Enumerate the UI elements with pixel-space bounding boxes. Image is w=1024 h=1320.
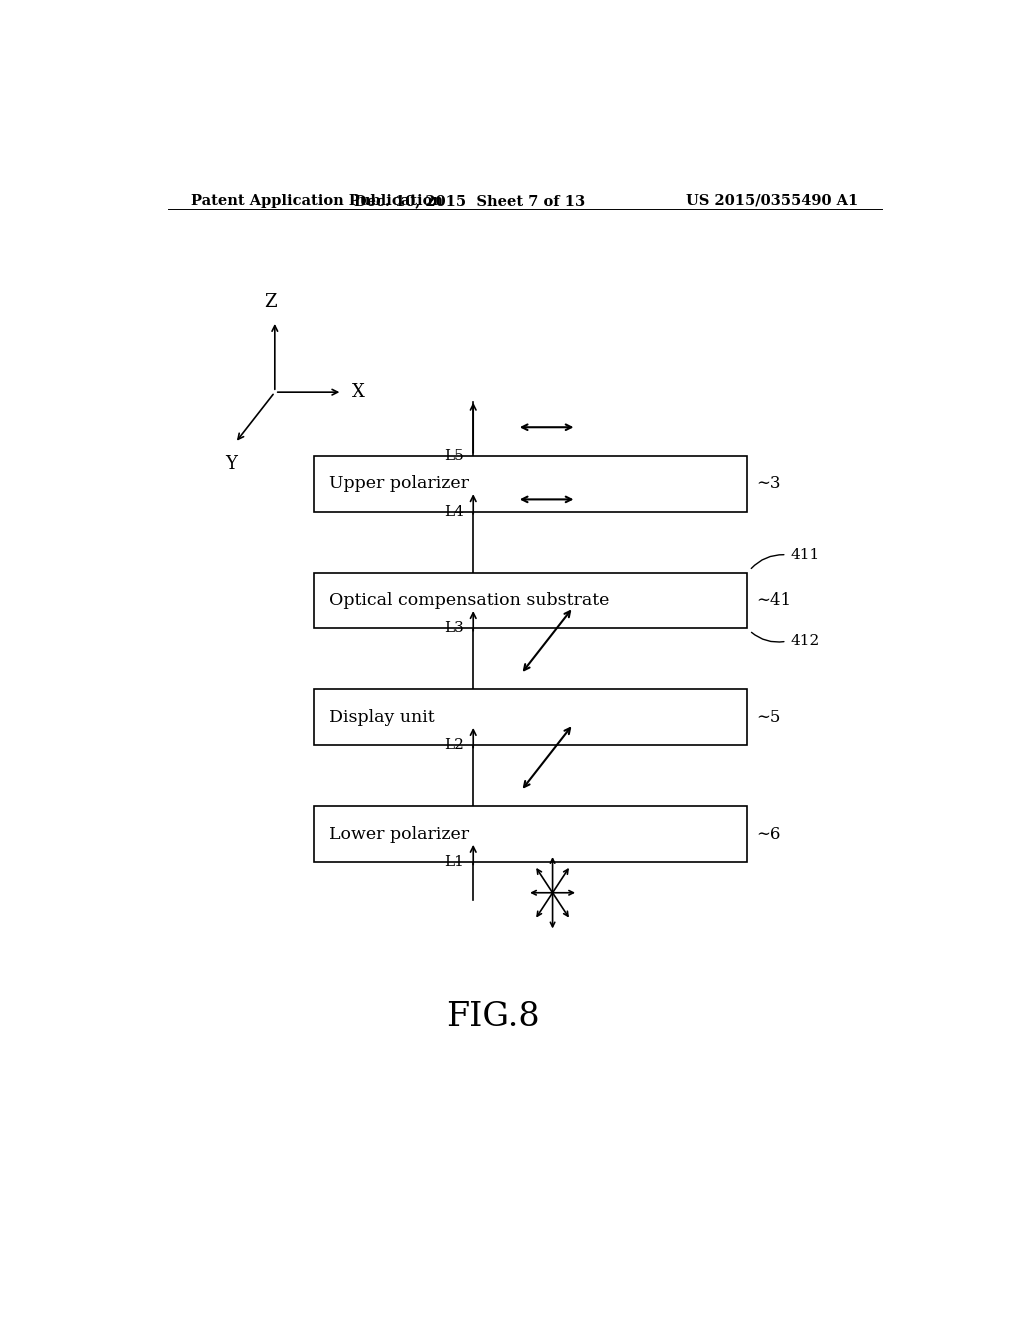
- Text: Dec. 10, 2015  Sheet 7 of 13: Dec. 10, 2015 Sheet 7 of 13: [353, 194, 585, 209]
- Text: Lower polarizer: Lower polarizer: [329, 826, 469, 842]
- Text: ∼41: ∼41: [757, 593, 792, 609]
- FancyBboxPatch shape: [314, 455, 748, 512]
- Text: L1: L1: [443, 855, 464, 870]
- Text: L2: L2: [443, 738, 464, 752]
- Text: 411: 411: [791, 548, 820, 562]
- Text: X: X: [352, 383, 365, 401]
- FancyBboxPatch shape: [314, 573, 748, 628]
- Text: Y: Y: [225, 455, 238, 473]
- Text: L5: L5: [444, 449, 464, 463]
- Text: ∼6: ∼6: [757, 826, 781, 842]
- Text: ∼3: ∼3: [757, 475, 781, 492]
- Text: L3: L3: [444, 622, 464, 635]
- Text: Z: Z: [264, 293, 278, 312]
- FancyBboxPatch shape: [314, 689, 748, 746]
- Text: FIG.8: FIG.8: [446, 1002, 540, 1034]
- Text: Optical compensation substrate: Optical compensation substrate: [329, 593, 609, 609]
- Text: US 2015/0355490 A1: US 2015/0355490 A1: [686, 194, 858, 209]
- Text: L4: L4: [443, 504, 464, 519]
- Text: ∼5: ∼5: [757, 709, 781, 726]
- FancyBboxPatch shape: [314, 807, 748, 862]
- Text: Display unit: Display unit: [329, 709, 434, 726]
- Text: Patent Application Publication: Patent Application Publication: [191, 194, 443, 209]
- Text: 412: 412: [791, 634, 820, 648]
- Text: Upper polarizer: Upper polarizer: [329, 475, 469, 492]
